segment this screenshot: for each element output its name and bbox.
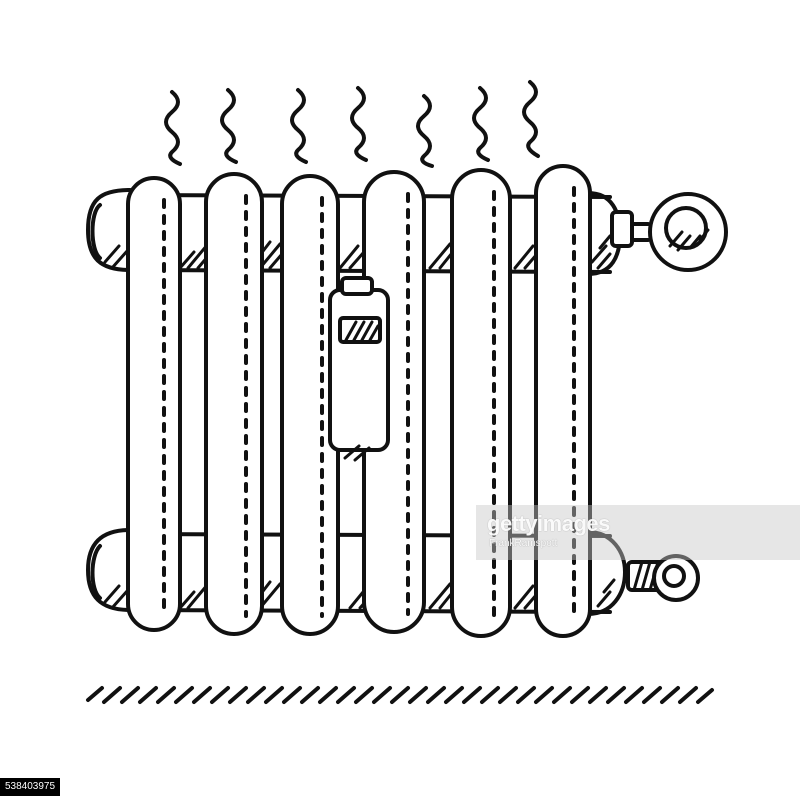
radiator-column-6 [534, 164, 592, 638]
meter-display-hatch [344, 320, 380, 342]
heat-wave [522, 80, 540, 158]
radiator-column-5 [450, 168, 512, 638]
watermark-credit: FrankRamspott [489, 538, 558, 549]
thermostat-valve [610, 192, 728, 272]
watermark-logo: gettyimages [487, 511, 610, 536]
watermark-band [476, 505, 800, 560]
heat-meter-device [328, 276, 390, 462]
radiator-column-1 [126, 176, 182, 632]
heat-wave [416, 94, 434, 168]
column-dash-shading [162, 186, 576, 620]
floor-shadow [86, 686, 714, 704]
bottom-valve [626, 554, 700, 602]
heat-wave [350, 86, 368, 162]
heat-waves [164, 80, 540, 168]
radiator-column-2 [204, 172, 264, 636]
bottom-pipe-hatching [103, 578, 616, 610]
heat-wave [220, 88, 238, 164]
heat-wave [290, 88, 308, 164]
heat-wave [472, 86, 490, 162]
image-id-label: 538403975 [0, 778, 61, 796]
heat-wave [164, 90, 182, 166]
